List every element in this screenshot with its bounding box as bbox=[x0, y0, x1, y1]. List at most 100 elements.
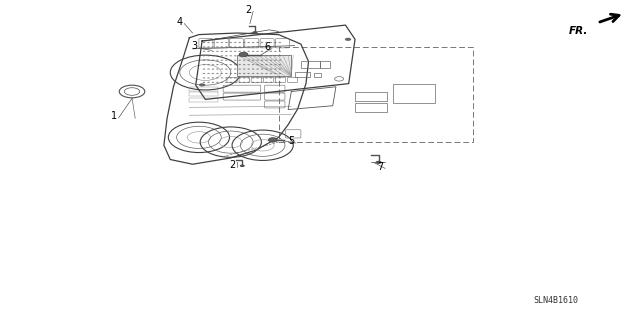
Circle shape bbox=[252, 31, 257, 33]
Circle shape bbox=[278, 46, 281, 48]
Text: SLN4B1610: SLN4B1610 bbox=[533, 296, 579, 305]
Circle shape bbox=[230, 46, 232, 48]
Circle shape bbox=[230, 82, 232, 83]
Circle shape bbox=[256, 69, 259, 70]
Circle shape bbox=[256, 64, 259, 65]
Circle shape bbox=[234, 82, 237, 83]
Circle shape bbox=[225, 73, 228, 74]
Circle shape bbox=[212, 64, 214, 65]
Circle shape bbox=[230, 73, 232, 74]
Circle shape bbox=[274, 55, 276, 56]
Circle shape bbox=[216, 73, 219, 74]
Circle shape bbox=[269, 82, 272, 83]
Bar bbox=[189, 93, 218, 96]
Circle shape bbox=[207, 60, 210, 61]
Circle shape bbox=[265, 69, 268, 70]
Circle shape bbox=[269, 60, 272, 61]
Circle shape bbox=[247, 51, 250, 52]
Circle shape bbox=[221, 55, 223, 56]
Circle shape bbox=[234, 69, 237, 70]
Circle shape bbox=[252, 42, 254, 43]
Circle shape bbox=[260, 82, 263, 83]
Circle shape bbox=[212, 42, 214, 43]
Bar bbox=[320, 62, 330, 68]
Circle shape bbox=[252, 73, 254, 74]
Circle shape bbox=[243, 77, 246, 78]
Circle shape bbox=[203, 60, 205, 61]
Bar bbox=[294, 71, 310, 77]
Circle shape bbox=[269, 46, 272, 48]
Circle shape bbox=[243, 55, 246, 56]
Circle shape bbox=[269, 42, 272, 43]
Circle shape bbox=[216, 64, 219, 65]
Circle shape bbox=[376, 161, 382, 164]
Circle shape bbox=[239, 60, 241, 61]
Circle shape bbox=[230, 64, 232, 65]
Circle shape bbox=[252, 64, 254, 65]
Circle shape bbox=[269, 51, 272, 52]
Circle shape bbox=[216, 77, 219, 78]
Circle shape bbox=[260, 77, 263, 78]
Circle shape bbox=[234, 51, 237, 52]
Circle shape bbox=[225, 46, 228, 48]
Circle shape bbox=[265, 82, 268, 83]
Circle shape bbox=[207, 73, 210, 74]
Circle shape bbox=[265, 55, 268, 56]
Circle shape bbox=[256, 77, 259, 78]
Circle shape bbox=[256, 42, 259, 43]
Circle shape bbox=[278, 42, 281, 43]
Circle shape bbox=[203, 51, 205, 52]
Circle shape bbox=[243, 64, 246, 65]
Circle shape bbox=[212, 60, 214, 61]
Text: 2: 2 bbox=[246, 5, 252, 15]
Circle shape bbox=[260, 51, 263, 52]
Circle shape bbox=[252, 46, 254, 48]
Circle shape bbox=[230, 60, 232, 61]
Circle shape bbox=[216, 60, 219, 61]
Circle shape bbox=[239, 55, 241, 56]
Text: 2: 2 bbox=[230, 160, 236, 170]
Circle shape bbox=[221, 69, 223, 70]
Circle shape bbox=[207, 42, 210, 43]
Circle shape bbox=[239, 69, 241, 70]
Bar bbox=[355, 92, 387, 101]
Circle shape bbox=[256, 55, 259, 56]
Circle shape bbox=[252, 60, 254, 61]
Bar bbox=[189, 87, 218, 91]
Circle shape bbox=[230, 77, 232, 78]
Circle shape bbox=[260, 60, 263, 61]
Circle shape bbox=[239, 82, 241, 83]
Circle shape bbox=[274, 82, 276, 83]
Circle shape bbox=[216, 46, 219, 48]
Text: 7: 7 bbox=[378, 161, 383, 172]
Bar bbox=[394, 84, 435, 103]
Circle shape bbox=[216, 51, 219, 52]
Circle shape bbox=[203, 46, 205, 48]
Circle shape bbox=[230, 55, 232, 56]
Circle shape bbox=[240, 165, 245, 167]
Circle shape bbox=[269, 73, 272, 74]
Circle shape bbox=[278, 60, 281, 61]
Circle shape bbox=[265, 64, 268, 65]
Circle shape bbox=[247, 73, 250, 74]
Circle shape bbox=[230, 69, 232, 70]
Circle shape bbox=[243, 51, 246, 52]
Circle shape bbox=[256, 82, 259, 83]
Circle shape bbox=[265, 77, 268, 78]
Circle shape bbox=[278, 64, 281, 65]
Circle shape bbox=[225, 51, 228, 52]
Circle shape bbox=[274, 64, 276, 65]
Circle shape bbox=[216, 42, 219, 43]
Circle shape bbox=[243, 60, 246, 61]
Circle shape bbox=[203, 73, 205, 74]
Circle shape bbox=[212, 73, 214, 74]
Bar bbox=[189, 98, 218, 102]
Circle shape bbox=[269, 64, 272, 65]
Circle shape bbox=[247, 42, 250, 43]
Circle shape bbox=[252, 69, 254, 70]
Circle shape bbox=[260, 46, 263, 48]
Circle shape bbox=[274, 77, 276, 78]
Circle shape bbox=[256, 60, 259, 61]
Circle shape bbox=[252, 51, 254, 52]
Circle shape bbox=[234, 46, 237, 48]
